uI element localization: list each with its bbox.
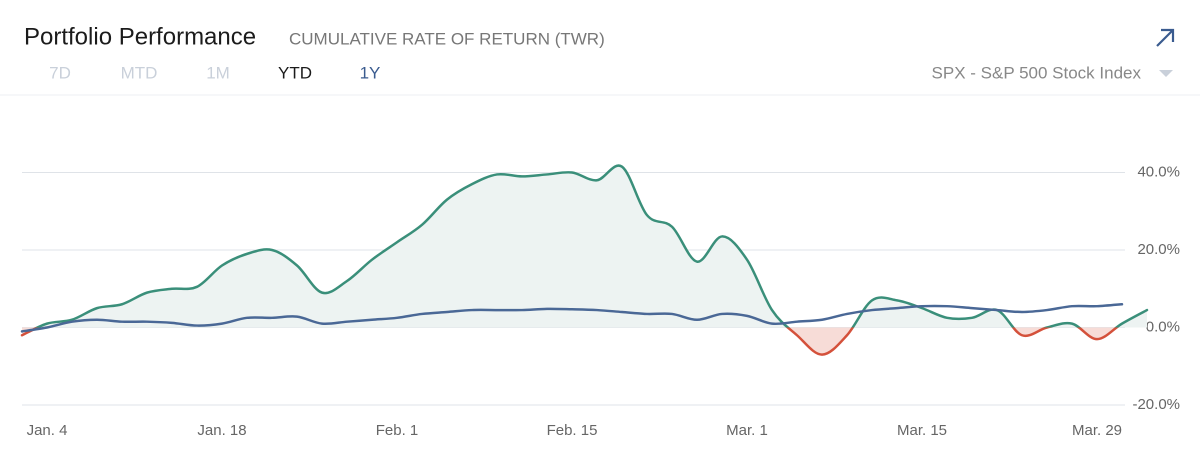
subtitle: CUMULATIVE RATE OF RETURN (TWR) xyxy=(289,29,605,48)
expand-icon[interactable] xyxy=(1156,28,1175,47)
range-tab[interactable]: 7D xyxy=(49,63,71,82)
dropdown-arrow[interactable] xyxy=(1159,70,1173,77)
range-tab[interactable]: 1Y xyxy=(360,63,381,82)
range-tab[interactable]: MTD xyxy=(121,63,158,82)
benchmark-select[interactable]: SPX - S&P 500 Stock Index xyxy=(932,63,1142,82)
line xyxy=(20,303,1124,333)
x-tick-label: Jan. 4 xyxy=(27,422,68,439)
x-tick-label: Mar. 1 xyxy=(726,422,768,439)
range-tab[interactable]: 1M xyxy=(206,63,230,82)
y-tick-label: 40.0% xyxy=(1137,163,1180,180)
y-tick-label: 20.0% xyxy=(1137,241,1180,258)
x-tick-label: Jan. 18 xyxy=(197,422,246,439)
title: Portfolio Performance xyxy=(24,23,256,50)
x-tick-label: Mar. 29 xyxy=(1072,422,1122,439)
range-tab[interactable]: YTD xyxy=(278,63,312,82)
y-tick-label: 0.0% xyxy=(1146,318,1180,335)
line xyxy=(20,164,1149,356)
x-tick-label: Feb. 15 xyxy=(547,422,598,439)
y-tick-label: -20.0% xyxy=(1132,396,1180,413)
x-tick-label: Mar. 15 xyxy=(897,422,947,439)
x-tick-label: Feb. 1 xyxy=(376,422,419,439)
